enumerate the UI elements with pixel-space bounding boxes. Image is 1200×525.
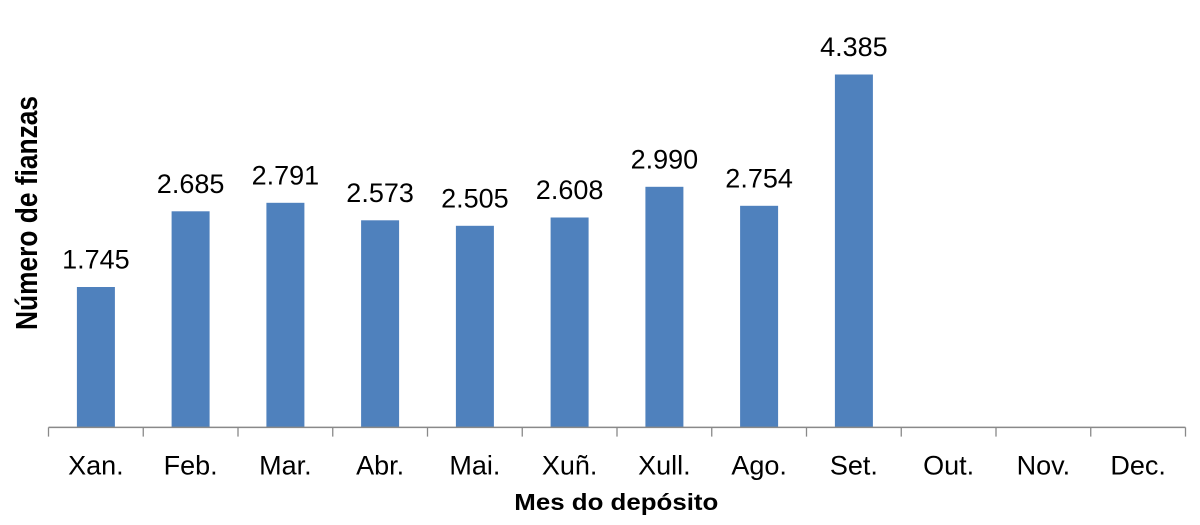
svg-text:Feb.: Feb. bbox=[164, 451, 218, 481]
svg-text:Mes do depósito: Mes do depósito bbox=[514, 489, 718, 515]
svg-text:Nov.: Nov. bbox=[1017, 451, 1071, 481]
svg-text:Ago.: Ago. bbox=[731, 451, 787, 481]
svg-text:Mai.: Mai. bbox=[449, 451, 500, 481]
svg-text:Número de fianzas: Número de fianzas bbox=[9, 96, 44, 330]
svg-text:Out.: Out. bbox=[923, 451, 974, 481]
svg-text:2.685: 2.685 bbox=[157, 169, 225, 199]
svg-text:2.754: 2.754 bbox=[725, 163, 793, 193]
svg-text:4.385: 4.385 bbox=[820, 32, 888, 62]
svg-text:Set.: Set. bbox=[830, 451, 878, 481]
svg-text:Dec.: Dec. bbox=[1110, 451, 1166, 481]
svg-text:2.608: 2.608 bbox=[536, 175, 604, 205]
svg-text:Abr.: Abr. bbox=[356, 451, 404, 481]
svg-text:Xull.: Xull. bbox=[638, 451, 691, 481]
svg-text:2.791: 2.791 bbox=[252, 160, 320, 190]
svg-text:1.745: 1.745 bbox=[62, 245, 130, 275]
svg-text:Xan.: Xan. bbox=[68, 451, 124, 481]
svg-text:Mar.: Mar. bbox=[259, 451, 312, 481]
svg-text:2.990: 2.990 bbox=[631, 144, 699, 174]
svg-text:Xuñ.: Xuñ. bbox=[542, 451, 598, 481]
svg-text:2.505: 2.505 bbox=[441, 183, 509, 213]
svg-text:2.573: 2.573 bbox=[346, 178, 414, 208]
